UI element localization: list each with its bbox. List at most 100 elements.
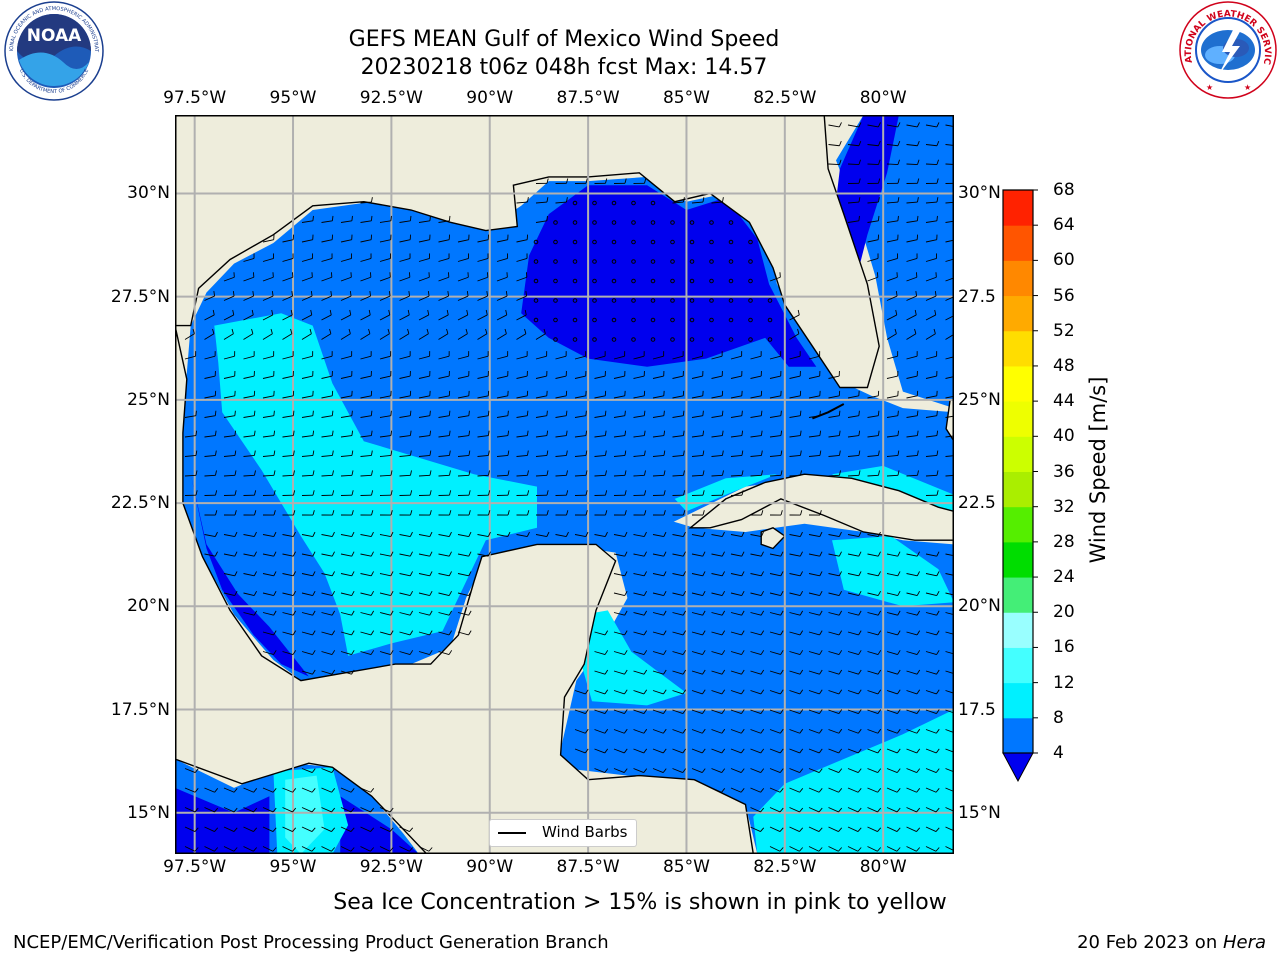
wind-barb <box>769 787 784 793</box>
wind-barb <box>516 328 527 340</box>
wind-barb <box>204 807 219 813</box>
calm-wind-marker <box>689 220 695 225</box>
wind-barb <box>789 787 804 793</box>
wind-barb <box>360 846 375 852</box>
wind-barb <box>223 328 234 340</box>
wind-barb <box>652 410 665 418</box>
wind-barb <box>301 787 316 793</box>
wind-barb <box>750 610 765 616</box>
wind-barb <box>457 510 471 516</box>
wind-barb <box>457 253 470 262</box>
wind-barb <box>457 450 471 457</box>
wind-barb <box>633 610 648 616</box>
wind-barb <box>847 610 862 616</box>
wind-barb <box>769 807 784 813</box>
wind-barb <box>340 846 355 852</box>
wind-barb <box>399 390 412 399</box>
wind-barb <box>321 551 335 557</box>
wind-barb <box>828 590 843 596</box>
wind-barb <box>399 234 411 243</box>
wind-barb <box>789 450 802 457</box>
wind-barb <box>691 410 704 418</box>
wind-barb <box>711 709 726 715</box>
calm-wind-marker <box>689 317 695 323</box>
wind-barb <box>945 475 954 477</box>
wind-barb <box>321 309 332 321</box>
wind-barb <box>847 450 861 457</box>
wind-barb <box>730 748 745 754</box>
sea-ice-caption: Sea Ice Concentration > 15% is shown in … <box>333 890 947 915</box>
wind-barb <box>223 807 238 813</box>
wind-barb <box>652 590 667 596</box>
wind-barb <box>613 178 627 184</box>
wind-barb <box>847 590 862 596</box>
wind-barb <box>321 630 336 636</box>
wind-barb <box>945 277 954 282</box>
wind-barb <box>262 826 277 833</box>
wind-barb <box>457 470 471 477</box>
wind-barb <box>769 551 784 557</box>
tehuantepec-core-fill <box>285 775 325 854</box>
wind-barb <box>769 470 783 477</box>
wind-barb <box>652 351 665 360</box>
wind-barb <box>691 571 706 577</box>
calm-wind-marker <box>631 200 636 206</box>
wind-barb <box>613 470 627 477</box>
wind-barb <box>243 450 256 457</box>
wind-barb <box>750 630 765 636</box>
wind-barb <box>906 272 918 282</box>
wind-barb <box>477 309 488 321</box>
wind-barb <box>301 309 313 321</box>
wind-barb <box>886 807 901 813</box>
wind-barb <box>906 450 919 457</box>
wind-barb <box>360 351 372 360</box>
wind-barb <box>477 510 491 516</box>
wind-barb <box>516 351 528 360</box>
calm-wind-marker <box>748 278 753 284</box>
colorbar-level-label: 28 <box>1053 531 1075 552</box>
wind-barb <box>886 748 901 754</box>
wind-barb <box>808 846 823 852</box>
wind-barb <box>418 590 433 596</box>
wind-barb <box>886 215 899 223</box>
wind-barb <box>613 490 627 496</box>
wind-barb <box>925 669 940 675</box>
wind-barb <box>418 390 431 399</box>
wind-barb <box>906 328 917 340</box>
wind-barb <box>262 490 276 496</box>
wind-barb <box>652 748 667 754</box>
wind-barb <box>360 215 373 223</box>
wind-barb <box>867 728 882 734</box>
wind-barb <box>340 410 353 418</box>
wind-barb <box>360 390 373 399</box>
wind-barb <box>184 430 198 438</box>
wind-barb <box>945 124 954 127</box>
wind-barb <box>535 390 548 399</box>
wind-barb <box>886 571 901 577</box>
wind-barb <box>418 551 433 557</box>
wind-barb <box>652 450 666 457</box>
wind-barb <box>867 410 880 418</box>
lat-tick-label-left: 27.5°N <box>110 286 170 307</box>
wind-barb <box>711 430 724 438</box>
wind-barb <box>418 490 432 496</box>
wind-barb <box>730 571 745 577</box>
wind-barb <box>828 450 841 457</box>
wind-barb <box>360 197 373 204</box>
wind-barb <box>477 272 489 282</box>
wind-barb <box>769 748 784 754</box>
wind-barb <box>847 531 862 537</box>
wind-barb <box>613 630 628 636</box>
wind-barb <box>691 650 706 655</box>
wind-barb <box>925 610 940 616</box>
wind-barb <box>828 748 843 754</box>
wind-barb <box>301 215 314 223</box>
wind-barb <box>340 253 353 262</box>
wind-barb <box>379 272 391 282</box>
calm-wind-marker <box>553 220 558 225</box>
calm-wind-marker <box>709 278 714 284</box>
wind-barb <box>789 510 803 516</box>
wind-barb <box>906 351 918 360</box>
wind-barb <box>613 689 628 695</box>
wind-barb <box>789 531 803 537</box>
